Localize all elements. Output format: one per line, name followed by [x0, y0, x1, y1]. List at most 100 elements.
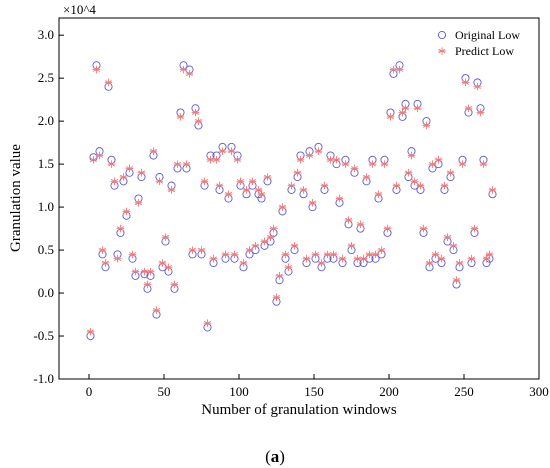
predict-low-point [212, 156, 221, 164]
predict-low-point [311, 250, 320, 259]
y-tick-label: 1.0 [38, 199, 54, 214]
predict-low-point [107, 160, 116, 168]
predict-low-point [434, 156, 443, 164]
predict-low-point [410, 177, 419, 186]
x-tick-label: 50 [158, 384, 171, 399]
predict-low-point [395, 65, 404, 74]
predict-low-point [86, 327, 95, 336]
predict-low-point [440, 181, 449, 190]
predict-low-point [89, 156, 98, 164]
y-tick-label: 2.5 [38, 70, 54, 85]
predict-low-point [227, 147, 236, 156]
predict-low-point [245, 246, 254, 254]
x-tick-label: 150 [304, 384, 324, 399]
y-tick-label: 0.0 [38, 285, 54, 300]
predict-low-point [443, 233, 452, 241]
predict-low-point [449, 241, 458, 250]
predict-low-point [455, 259, 464, 267]
predict-low-point [488, 186, 497, 194]
predict-low-point [413, 104, 422, 113]
predict-low-point [257, 190, 266, 199]
predict-low-point [419, 224, 428, 233]
predict-low-point [470, 224, 479, 233]
predict-low-point [179, 65, 188, 74]
x-tick-label: 250 [454, 384, 474, 399]
predict-low-point [110, 177, 119, 186]
predict-low-point [377, 246, 386, 254]
predict-low-point [221, 250, 230, 259]
predict-low-point [296, 156, 305, 164]
predict-low-point [425, 259, 434, 267]
legend-asterisk-symbol [438, 47, 446, 55]
predict-low-point [392, 181, 401, 190]
predict-low-point [242, 186, 251, 194]
predict-low-point [230, 250, 239, 259]
predict-low-point [155, 177, 164, 186]
predict-low-point [344, 216, 353, 224]
predict-low-point [224, 190, 233, 199]
predict-low-point [368, 160, 377, 168]
predict-low-point [101, 259, 110, 267]
predict-low-point [203, 319, 212, 327]
y-axis-title: Granulation value [8, 144, 24, 252]
predict-low-point [467, 254, 476, 263]
x-tick-label: 200 [379, 384, 399, 399]
predict-low-point [116, 224, 125, 233]
predict-low-point [254, 186, 263, 194]
predict-low-point [302, 254, 311, 263]
predict-low-point [92, 65, 101, 74]
predict-low-point [320, 181, 329, 190]
predict-low-point [347, 241, 356, 250]
predict-low-point [371, 250, 380, 259]
predict-low-point [350, 164, 359, 173]
predict-low-point [266, 233, 275, 241]
predict-low-point [167, 186, 176, 194]
predict-low-point [290, 241, 299, 250]
predict-low-point [317, 259, 326, 267]
plot-frame [58, 17, 540, 380]
predict-low-point [200, 177, 209, 186]
predict-low-point [134, 198, 143, 207]
predict-low-point [314, 147, 323, 156]
predict-low-point [299, 186, 308, 194]
y-multiplier-label: ×10^4 [63, 2, 96, 17]
predict-low-point [236, 177, 245, 186]
predict-low-point [269, 224, 278, 233]
predict-low-point [239, 259, 248, 267]
predict-low-point [485, 250, 494, 259]
legend-circle-marker [437, 30, 447, 40]
predict-low-point [287, 181, 296, 190]
legend-asterisk-marker [438, 47, 446, 55]
predict-low-point [422, 121, 431, 130]
predict-low-point [152, 306, 161, 315]
predict-low-point [386, 113, 395, 121]
predict-low-point [431, 250, 440, 259]
predict-low-point [170, 280, 179, 289]
predict-low-point [248, 177, 257, 186]
y-tick-label: -1.0 [33, 371, 54, 386]
predict-low-point [281, 250, 290, 259]
x-tick-label: 100 [229, 384, 249, 399]
predict-low-point [119, 173, 128, 181]
y-tick-label: 3.0 [38, 27, 54, 42]
legend-circle-symbol [437, 30, 447, 40]
predict-low-point [137, 168, 146, 177]
predict-low-point [194, 117, 203, 125]
y-tick-label: 2.0 [38, 113, 54, 128]
x-axis-title: Number of granulation windows [201, 402, 397, 418]
predict-low-point [359, 254, 368, 263]
predict-low-point [104, 78, 113, 87]
legend-box [430, 26, 534, 62]
predict-low-point [122, 207, 131, 216]
predict-low-point [284, 263, 293, 272]
predict-low-point [197, 246, 206, 254]
predict-low-point [374, 190, 383, 199]
predict-low-point [416, 181, 425, 190]
predict-low-point [98, 246, 107, 254]
predict-low-point [263, 173, 272, 181]
predict-low-point [428, 160, 437, 168]
predict-low-point [275, 272, 284, 280]
predict-low-point [185, 70, 194, 78]
predict-low-point [188, 246, 197, 254]
